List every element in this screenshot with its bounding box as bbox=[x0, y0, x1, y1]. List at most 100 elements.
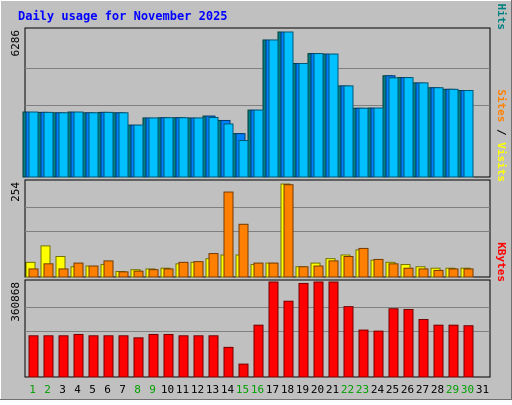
chart-title: Daily usage for November 2025 bbox=[18, 9, 228, 23]
legend-item: / bbox=[495, 0, 508, 4]
day-label: 3 bbox=[59, 383, 66, 396]
day-label: 5 bbox=[89, 383, 96, 396]
bar-kbytes-day-11 bbox=[178, 335, 189, 378]
bar-sites-day-22 bbox=[343, 256, 354, 278]
day-label: 17 bbox=[266, 383, 279, 396]
bar-kbytes-day-14 bbox=[223, 346, 234, 378]
day-label: 15 bbox=[236, 383, 249, 396]
bar-pages-day-2 bbox=[43, 111, 54, 178]
bar-kbytes-day-22 bbox=[343, 306, 354, 378]
day-label: 7 bbox=[119, 383, 126, 396]
day-label: 25 bbox=[386, 383, 399, 396]
legend-item: KBytes bbox=[495, 242, 508, 282]
day-label: 12 bbox=[191, 383, 204, 396]
bar-sites-day-19 bbox=[298, 266, 309, 278]
bar-kbytes-day-15 bbox=[238, 363, 249, 378]
bar-pages-day-30 bbox=[463, 90, 474, 178]
panel-max-label: 6286 bbox=[9, 30, 22, 57]
day-label: 19 bbox=[296, 383, 309, 396]
bar-sites-day-25 bbox=[388, 263, 399, 278]
bar-kbytes-day-1 bbox=[28, 335, 39, 378]
bar-sites-day-24 bbox=[373, 258, 384, 278]
bar-pages-day-28 bbox=[433, 87, 444, 178]
bar-kbytes-day-2 bbox=[43, 335, 54, 378]
day-label: 29 bbox=[446, 383, 459, 396]
day-label: 23 bbox=[356, 383, 369, 396]
bar-kbytes-day-18 bbox=[283, 300, 294, 378]
legend-item: Sites bbox=[495, 89, 508, 122]
bar-pages-day-12 bbox=[193, 117, 204, 178]
day-label: 31 bbox=[476, 383, 489, 396]
bar-pages-day-4 bbox=[73, 111, 84, 178]
day-label: 18 bbox=[281, 383, 294, 396]
bar-sites-day-3 bbox=[58, 268, 69, 278]
bar-pages-day-17 bbox=[268, 39, 279, 178]
bar-pages-day-6 bbox=[103, 111, 114, 178]
bar-kbytes-day-12 bbox=[193, 335, 204, 378]
bar-pages-day-10 bbox=[163, 117, 174, 178]
bar-sites-day-8 bbox=[133, 270, 144, 278]
bar-pages-day-9 bbox=[148, 117, 159, 178]
bar-sites-day-17 bbox=[268, 262, 279, 278]
bar-pages-day-22 bbox=[343, 85, 354, 178]
day-label: 1 bbox=[29, 383, 36, 396]
bar-sites-day-11 bbox=[178, 261, 189, 278]
bar-sites-day-27 bbox=[418, 268, 429, 278]
bar-sites-day-4 bbox=[73, 262, 84, 278]
bar-pages-day-29 bbox=[448, 88, 459, 178]
bar-pages-day-14 bbox=[223, 123, 234, 178]
bar-kbytes-day-16 bbox=[253, 324, 264, 378]
bar-kbytes-day-19 bbox=[298, 282, 309, 378]
day-label: 6 bbox=[104, 383, 111, 396]
bar-sites-day-26 bbox=[403, 267, 414, 278]
bar-sites-day-14 bbox=[223, 191, 234, 278]
bar-sites-day-6 bbox=[103, 260, 114, 278]
bar-kbytes-day-29 bbox=[448, 324, 459, 378]
bar-pages-day-8 bbox=[133, 124, 144, 178]
bar-sites-day-18 bbox=[283, 184, 294, 278]
bar-sites-day-7 bbox=[118, 271, 129, 278]
bar-kbytes-day-5 bbox=[88, 335, 99, 378]
bar-kbytes-day-30 bbox=[463, 325, 474, 378]
bar-pages-day-3 bbox=[58, 112, 69, 178]
day-label: 24 bbox=[371, 383, 385, 396]
bar-kbytes-day-13 bbox=[208, 335, 219, 378]
bar-pages-day-16 bbox=[253, 109, 264, 178]
bar-sites-day-9 bbox=[148, 269, 159, 278]
day-label: 26 bbox=[401, 383, 414, 396]
panel-kbytes: 360868 KBytes bbox=[9, 242, 508, 378]
bar-pages-day-24 bbox=[373, 107, 384, 178]
bar-kbytes-day-3 bbox=[58, 335, 69, 378]
day-label: 27 bbox=[416, 383, 429, 396]
bar-sites-day-12 bbox=[193, 261, 204, 278]
panel-legend: Sites / Visits bbox=[495, 89, 508, 182]
bar-pages-day-7 bbox=[118, 112, 129, 178]
bar-pages-day-20 bbox=[313, 53, 324, 178]
day-label: 21 bbox=[326, 383, 339, 396]
bar-kbytes-day-27 bbox=[418, 319, 429, 378]
bar-sites-day-29 bbox=[448, 268, 459, 278]
series-sites bbox=[28, 184, 474, 278]
bar-kbytes-day-28 bbox=[433, 324, 444, 378]
bar-sites-day-30 bbox=[463, 268, 474, 278]
bar-pages-day-25 bbox=[388, 77, 399, 178]
day-label: 13 bbox=[206, 383, 219, 396]
panel-max-label: 254 bbox=[9, 182, 22, 202]
bar-kbytes-day-21 bbox=[328, 281, 339, 378]
bar-kbytes-day-8 bbox=[133, 337, 144, 378]
panel-visits_sites: 254 Sites / Visits bbox=[9, 89, 508, 278]
day-label: 14 bbox=[221, 383, 235, 396]
bar-kbytes-day-4 bbox=[73, 333, 84, 378]
bar-pages-day-15 bbox=[238, 140, 249, 178]
bar-kbytes-day-23 bbox=[358, 329, 369, 378]
bar-pages-day-23 bbox=[358, 107, 369, 178]
bar-pages-day-18 bbox=[283, 31, 294, 178]
day-label: 10 bbox=[161, 383, 174, 396]
bar-kbytes-day-6 bbox=[103, 335, 114, 378]
day-label: 8 bbox=[134, 383, 141, 396]
bar-sites-day-2 bbox=[43, 263, 54, 278]
panel-hits_files_pages: 6286 Pages / Files / Hits bbox=[9, 0, 508, 178]
legend-item: Hits bbox=[495, 4, 508, 31]
bar-pages-day-19 bbox=[298, 63, 309, 178]
